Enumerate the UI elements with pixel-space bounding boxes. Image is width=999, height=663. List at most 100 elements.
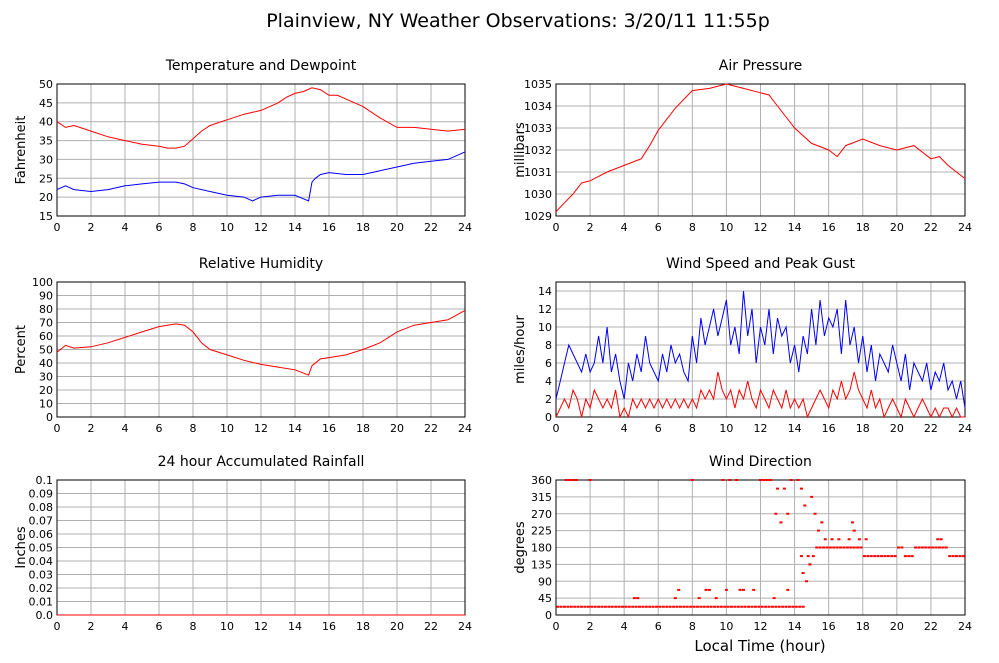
direction-point xyxy=(794,605,798,608)
direction-point xyxy=(759,479,762,481)
humidity-y-axis-label: Percent xyxy=(14,325,29,374)
direction-point xyxy=(823,538,827,541)
direction-point xyxy=(954,555,958,558)
direction-point xyxy=(675,605,679,608)
direction-point xyxy=(631,605,635,608)
wind-y-tick-label: 12 xyxy=(538,303,552,316)
direction-point xyxy=(799,487,803,490)
direction-point xyxy=(743,605,747,608)
direction-point xyxy=(624,605,628,608)
direction-point xyxy=(927,546,931,549)
direction-point xyxy=(776,487,780,490)
direction-point xyxy=(593,605,597,608)
direction-point xyxy=(786,512,790,515)
humidity-x-tick-label: 8 xyxy=(190,422,197,435)
rain-y-tick-label: 0.02 xyxy=(29,582,54,595)
pressure-y-tick-label: 1032 xyxy=(524,144,552,157)
direction-point xyxy=(665,605,669,608)
direction-point xyxy=(762,479,766,481)
pressure-x-tick-label: 20 xyxy=(890,221,904,234)
rain-x-tick-label: 0 xyxy=(54,620,61,633)
direction-point xyxy=(847,538,851,541)
direction-point xyxy=(890,555,894,558)
humidity-x-tick-label: 14 xyxy=(288,422,302,435)
direction-point xyxy=(866,555,870,558)
rain-x-tick-label: 14 xyxy=(288,620,302,633)
direction-point xyxy=(799,555,803,558)
direction-point xyxy=(757,605,761,608)
direction-point xyxy=(787,605,791,608)
humidity-y-tick-label: 20 xyxy=(39,384,53,397)
direction-y-tick-label: 45 xyxy=(538,592,552,605)
wind-x-tick-label: 0 xyxy=(553,422,560,435)
wind-series-line-1 xyxy=(555,371,965,419)
pressure-y-tick-label: 1034 xyxy=(524,100,552,113)
direction-point xyxy=(786,588,790,591)
direction-point xyxy=(856,546,860,549)
direction-point xyxy=(822,546,826,549)
wind-x-tick-label: 18 xyxy=(856,422,870,435)
direction-point xyxy=(617,605,621,608)
direction-point xyxy=(728,479,732,481)
direction-y-tick-label: 135 xyxy=(531,558,552,571)
humidity-y-tick-label: 40 xyxy=(39,357,53,370)
temp-y-tick-label: 50 xyxy=(39,78,53,91)
direction-point xyxy=(636,597,640,600)
direction-point xyxy=(690,479,694,481)
direction-point xyxy=(873,555,877,558)
direction-x-tick-label: 4 xyxy=(621,620,628,633)
direction-point xyxy=(672,605,676,608)
direction-point xyxy=(661,605,665,608)
rain-x-tick-label: 6 xyxy=(156,620,163,633)
direction-point xyxy=(849,546,853,549)
direction-point xyxy=(810,495,814,498)
pressure-plot-frame xyxy=(555,83,966,217)
direction-point xyxy=(893,555,897,558)
direction-point xyxy=(610,605,614,608)
wind-x-tick-label: 10 xyxy=(719,422,733,435)
direction-point xyxy=(931,546,935,549)
direction-point xyxy=(651,605,655,608)
rain-x-tick-label: 24 xyxy=(458,620,472,633)
temp-x-tick-label: 10 xyxy=(220,221,234,234)
direction-point xyxy=(920,546,924,549)
direction-point xyxy=(588,479,592,481)
direction-point xyxy=(769,479,773,481)
pressure-x-tick-label: 22 xyxy=(924,221,938,234)
temp-x-tick-label: 18 xyxy=(356,221,370,234)
wind-y-tick-label: 2 xyxy=(545,393,552,406)
pressure-x-tick-label: 4 xyxy=(621,221,628,234)
pressure-y-tick-label: 1033 xyxy=(524,122,552,135)
direction-point xyxy=(825,546,829,549)
temp-y-tick-label: 15 xyxy=(39,210,53,223)
direction-point xyxy=(721,479,725,481)
pressure-y-tick-label: 1035 xyxy=(524,78,552,91)
direction-point xyxy=(569,605,573,608)
pressure-x-tick-label: 6 xyxy=(655,221,662,234)
direction-point xyxy=(574,479,578,481)
humidity-x-tick-label: 16 xyxy=(322,422,336,435)
direction-point xyxy=(719,605,723,608)
pressure-y-tick-label: 1029 xyxy=(524,210,552,223)
direction-point xyxy=(816,529,820,532)
pressure-series-line-0 xyxy=(555,83,966,212)
direction-point xyxy=(597,605,601,608)
direction-y-tick-label: 225 xyxy=(531,525,552,538)
direction-point xyxy=(576,605,580,608)
direction-y-tick-label: 270 xyxy=(531,508,552,521)
wind-y-tick-label: 6 xyxy=(545,357,552,370)
humidity-y-tick-label: 60 xyxy=(39,330,53,343)
humidity-x-tick-label: 24 xyxy=(458,422,472,435)
direction-point xyxy=(702,605,706,608)
rain-y-tick-label: 0.0 xyxy=(36,609,54,622)
rain-x-tick-label: 10 xyxy=(220,620,234,633)
direction-point xyxy=(869,555,873,558)
direction-point xyxy=(815,546,819,549)
temp-y-axis-label: Fahrenheit xyxy=(14,116,29,185)
direction-point xyxy=(828,546,832,549)
direction-point xyxy=(796,479,800,481)
direction-point xyxy=(886,555,890,558)
direction-point xyxy=(852,529,856,532)
direction-point xyxy=(678,605,682,608)
wind-x-tick-label: 6 xyxy=(655,422,662,435)
